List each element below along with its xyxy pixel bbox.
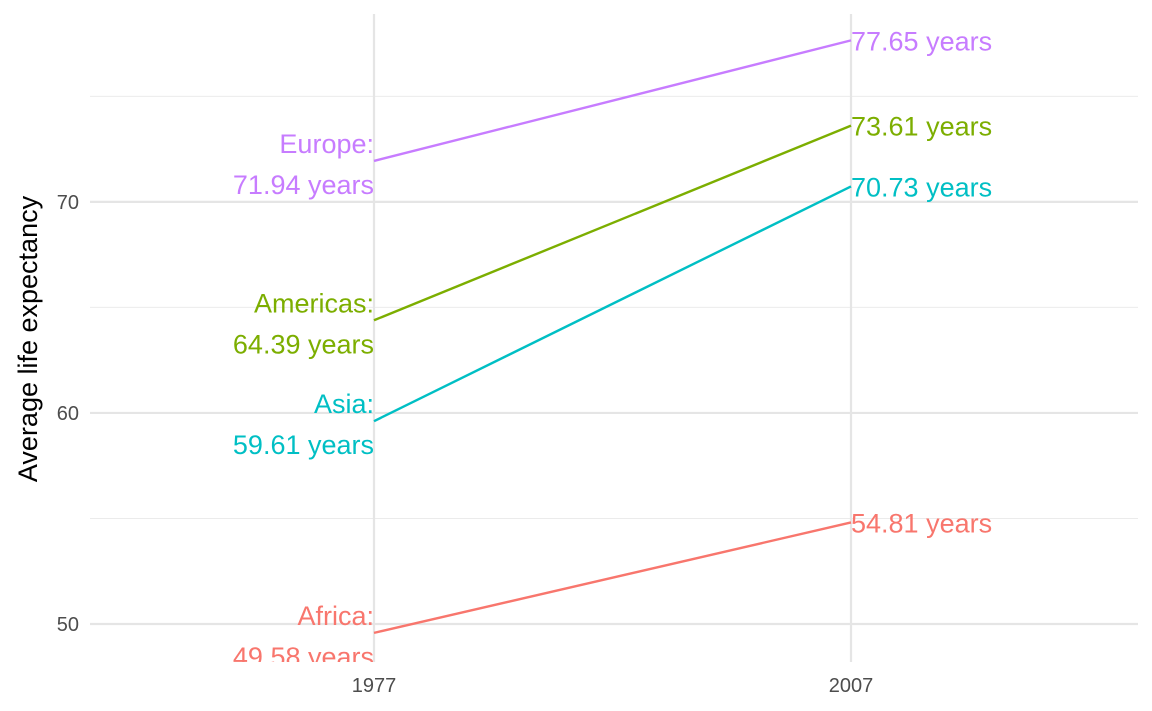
y-tick-label: 70 [57, 192, 79, 214]
series-start-name-label: Europe: [279, 129, 374, 159]
x-tick-label: 2007 [829, 675, 874, 697]
x-tick-label: 1977 [352, 675, 397, 697]
series-line-europe [373, 39, 852, 163]
series-start-value-label: 64.39 years [233, 329, 374, 359]
y-axis-ticks: 50 60 70 [57, 192, 79, 636]
series-labels: Africa: 49.58 years 54.81 years Americas: 64… [233, 26, 992, 672]
series-line-americas [373, 124, 852, 322]
series-start-value-label: 49.58 years [233, 642, 374, 672]
x-axis-ticks: 1977 2007 [352, 675, 874, 697]
series-end-value-label: 70.73 years [851, 172, 992, 202]
series-start-name-label: Africa: [297, 601, 374, 631]
series-line-asia [373, 185, 852, 423]
y-tick-label: 50 [57, 614, 79, 636]
series-start-value-label: 59.61 years [233, 430, 374, 460]
series-lines [373, 39, 852, 635]
y-axis-title: Average life expectancy [13, 195, 43, 482]
series-end-value-label: 54.81 years [851, 508, 992, 538]
y-tick-label: 60 [57, 403, 79, 425]
series-start-name-label: Asia: [314, 389, 374, 419]
series-line-africa [373, 521, 852, 635]
minor-gridlines [90, 95, 1138, 519]
series-end-value-label: 73.61 years [851, 112, 992, 142]
series-start-name-label: Americas: [254, 288, 374, 318]
major-gridlines [90, 14, 1138, 662]
series-end-value-label: 77.65 years [851, 26, 992, 56]
series-start-value-label: 71.94 years [233, 170, 374, 200]
